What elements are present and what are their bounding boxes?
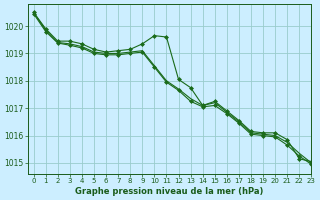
X-axis label: Graphe pression niveau de la mer (hPa): Graphe pression niveau de la mer (hPa) — [75, 187, 264, 196]
